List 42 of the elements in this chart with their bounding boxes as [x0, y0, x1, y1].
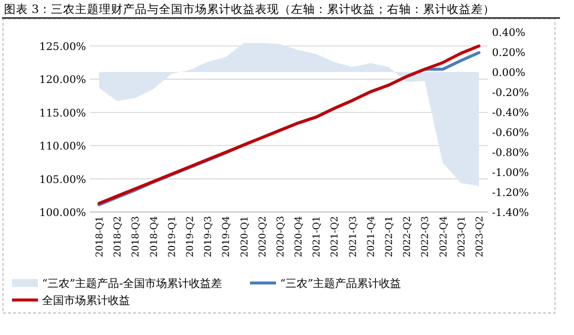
x-tick-label: 2020-Q4 — [294, 216, 305, 258]
y2-tick-label: 0.40% — [492, 27, 526, 39]
y-tick-label: 105.00% — [39, 174, 86, 186]
chart-title: 图表 3：三农主题理财产品与全国市场累计收益表现（左轴：累计收益；右轴：累计收益差） — [4, 2, 495, 16]
x-tick-label: 2019-Q4 — [221, 216, 232, 258]
y2-tick-label: 0.00% — [492, 67, 526, 79]
x-tick-label: 2022-Q1 — [384, 216, 395, 258]
x-tick-label: 2021-Q3 — [348, 216, 359, 258]
y2-tick-label: -0.60% — [492, 127, 529, 139]
x-tick-label: 2020-Q3 — [275, 216, 286, 258]
y2-tick-label: -1.40% — [492, 207, 529, 219]
x-tick-label: 2018-Q3 — [130, 216, 142, 258]
x-tick-label: 2023-Q1 — [456, 216, 468, 258]
y2-tick-label: -0.80% — [492, 147, 529, 159]
y2-tick-label: -1.20% — [492, 187, 529, 199]
legend-label: “三农”主题产品-全国市场累计收益差 — [42, 277, 222, 290]
y-tick-label: 120.00% — [39, 74, 86, 86]
x-tick-label: 2022-Q3 — [420, 216, 432, 258]
y-tick-label: 125.00% — [39, 41, 86, 53]
x-tick-label: 2021-Q2 — [330, 216, 341, 258]
legend-label: “三农”主题产品累计收益 — [280, 277, 402, 290]
y-tick-label: 110.00% — [39, 140, 86, 153]
y2-tick-label: -0.20% — [492, 87, 529, 99]
x-tick-label: 2018-Q4 — [148, 216, 160, 258]
x-tick-label: 2018-Q1 — [94, 216, 106, 258]
x-tick-label: 2018-Q2 — [112, 216, 124, 258]
y2-tick-label: -0.40% — [492, 107, 529, 119]
x-tick-label: 2021-Q1 — [312, 216, 323, 258]
x-tick-label: 2021-Q4 — [366, 216, 377, 258]
x-tick-label: 2023-Q2 — [474, 216, 486, 258]
x-tick-label: 2022-Q2 — [402, 216, 414, 258]
x-tick-label: 2020-Q2 — [257, 216, 268, 258]
y2-tick-label: -1.00% — [492, 167, 529, 179]
y2-tick-label: 0.20% — [492, 47, 526, 59]
x-tick-label: 2019-Q3 — [203, 216, 214, 258]
y-tick-label: 115.00% — [39, 107, 86, 120]
x-tick-label: 2019-Q1 — [166, 216, 178, 258]
x-tick-label: 2022-Q4 — [438, 216, 450, 258]
legend-label: 全国市场累计收益 — [42, 294, 130, 307]
x-tick-label: 2019-Q2 — [185, 216, 196, 258]
x-tick-label: 2020-Q1 — [239, 216, 250, 258]
y-tick-label: 100.00% — [39, 207, 86, 219]
